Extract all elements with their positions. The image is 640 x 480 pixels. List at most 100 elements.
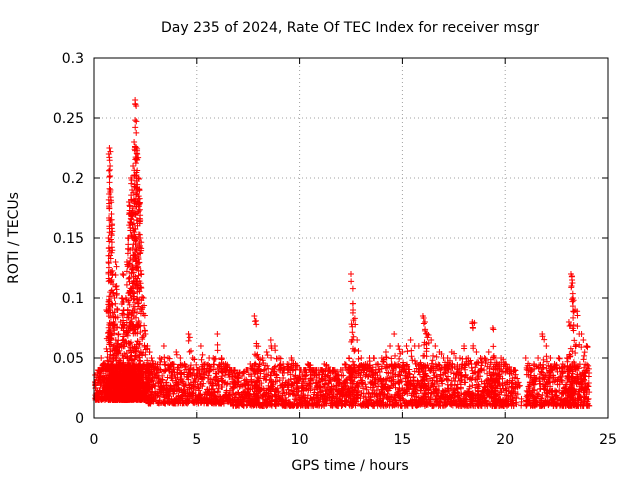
data-point — [105, 260, 112, 267]
data-point — [349, 358, 356, 365]
data-point — [404, 348, 411, 355]
data-point — [443, 376, 450, 383]
data-point-peak — [382, 349, 389, 355]
data-point — [349, 329, 356, 336]
data-point — [348, 278, 355, 285]
data-point — [107, 255, 114, 262]
data-point — [125, 299, 132, 306]
data-point-peak — [177, 355, 184, 361]
data-point-peak — [473, 349, 480, 355]
data-point-peak — [370, 355, 377, 361]
data-point-peak — [218, 355, 225, 361]
data-point-peak — [407, 337, 414, 343]
data-point — [420, 320, 427, 327]
data-point — [108, 225, 115, 232]
data-point — [133, 118, 140, 125]
data-point — [490, 326, 497, 333]
data-point — [125, 314, 132, 321]
data-point — [185, 337, 192, 344]
data-point-peak — [391, 331, 398, 337]
data-point — [107, 148, 114, 155]
data-point — [490, 343, 497, 350]
chart-title: Day 235 of 2024, Rate Of TEC Index for r… — [161, 20, 539, 36]
data-point — [264, 352, 271, 359]
data-point — [112, 300, 119, 307]
data-point — [107, 293, 114, 300]
data-point-peak — [267, 337, 274, 343]
data-point — [98, 381, 105, 388]
data-point — [111, 327, 118, 334]
data-point-peak — [108, 211, 115, 217]
data-point-peak — [489, 325, 496, 331]
data-point — [132, 124, 139, 131]
data-point-peak — [107, 187, 114, 193]
data-point-peak — [114, 307, 121, 313]
data-point — [129, 285, 136, 292]
data-point — [478, 358, 485, 365]
data-point-peak — [485, 349, 492, 355]
data-point — [173, 351, 180, 358]
data-point — [109, 247, 116, 254]
data-point — [128, 216, 135, 223]
data-point — [211, 356, 218, 363]
data-point — [469, 324, 476, 331]
data-point — [108, 216, 115, 223]
data-point — [433, 353, 440, 360]
data-point — [396, 355, 403, 362]
data-point-peak — [111, 295, 118, 301]
data-point — [123, 281, 130, 288]
data-point — [109, 301, 116, 308]
data-point — [106, 166, 113, 173]
data-point — [349, 300, 356, 307]
data-point-peak — [128, 175, 135, 181]
data-point — [105, 167, 112, 174]
data-point-peak — [119, 271, 126, 277]
data-point-peak — [395, 343, 402, 349]
data-point-peak — [403, 343, 410, 349]
data-point — [128, 318, 135, 325]
data-point — [127, 353, 134, 360]
data-point — [107, 194, 114, 201]
data-point — [121, 322, 128, 329]
data-point — [112, 272, 119, 279]
data-point — [119, 295, 126, 302]
data-point — [126, 274, 133, 281]
data-point — [106, 174, 113, 181]
data-point — [107, 351, 114, 358]
data-point — [123, 268, 130, 275]
data-point — [214, 347, 221, 354]
data-point — [188, 347, 195, 354]
data-point — [268, 354, 275, 361]
data-point — [116, 357, 123, 364]
data-point-peak — [345, 355, 352, 361]
data-point — [112, 354, 119, 361]
data-point-peak — [112, 259, 119, 265]
data-point — [113, 263, 120, 270]
data-point — [105, 245, 112, 252]
data-point — [106, 157, 113, 164]
data-point-peak — [173, 349, 180, 355]
data-point — [408, 353, 415, 360]
data-point — [107, 335, 114, 342]
data-point-peak — [522, 355, 529, 361]
data-point — [97, 380, 104, 387]
data-point — [251, 318, 258, 325]
data-point — [186, 334, 193, 341]
data-point-peak — [348, 271, 354, 277]
data-point — [355, 355, 362, 362]
data-point-peak — [160, 343, 167, 349]
data-point — [114, 324, 121, 331]
data-point — [396, 346, 403, 353]
data-point — [132, 117, 139, 124]
data-point — [119, 298, 126, 305]
data-point — [392, 352, 399, 359]
data-point-peak — [109, 271, 116, 277]
data-point — [350, 333, 357, 340]
data-point — [106, 306, 113, 313]
data-point — [199, 351, 206, 358]
data-point — [141, 327, 148, 334]
data-point — [114, 305, 121, 312]
data-point-peak — [106, 145, 113, 151]
data-point-peak — [341, 361, 348, 367]
data-point — [120, 317, 127, 324]
